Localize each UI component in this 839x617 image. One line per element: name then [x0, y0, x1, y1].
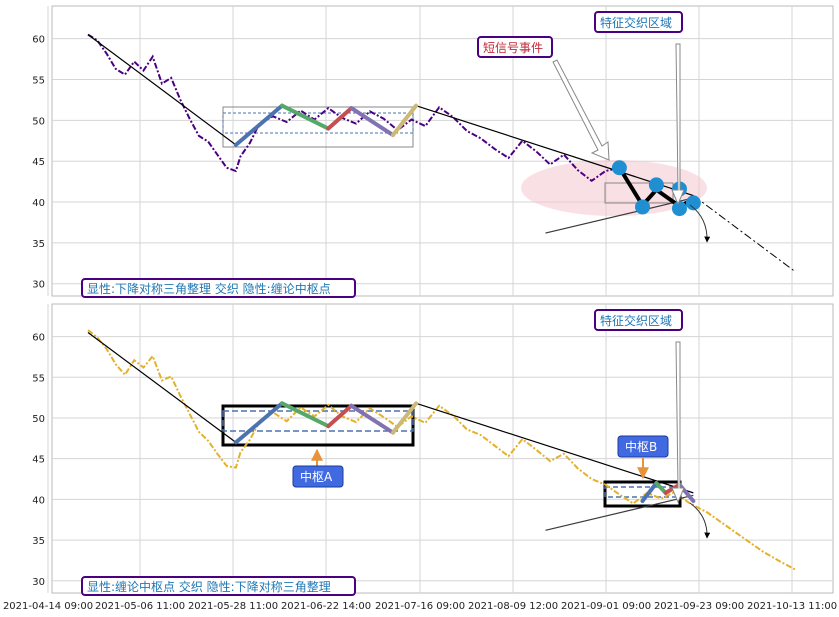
zs-a-inner [222, 410, 414, 432]
y-tick-label-1-4: 50 [32, 414, 45, 425]
bottom-left-note-text: 显性:缠论中枢点 交织 隐性:下降对称三角整理 [87, 579, 331, 594]
y-tick-label-0-1: 35 [32, 239, 45, 250]
zs-b-note: 中枢B [617, 435, 669, 458]
zs-a-note: 中枢A [292, 465, 344, 488]
y-tick-label-1-2: 40 [32, 495, 45, 506]
zs-b-label: 中枢B [625, 439, 657, 454]
signal-marker-2 [648, 177, 664, 193]
y-tick-label-1-3: 45 [32, 455, 45, 466]
top-feature-text: 特征交织区域 [600, 15, 672, 30]
series-line-0-1 [87, 34, 237, 146]
top-annotations [222, 106, 707, 216]
series-line-0-3 [693, 195, 796, 272]
zigzag-segment-1-5-1 [654, 481, 668, 495]
bottom-feature-box [594, 309, 683, 331]
zs-a-label-box [292, 465, 344, 488]
top-left-note-box [81, 278, 356, 298]
bottom-left-note: 显性:缠论中枢点 交织 隐性:下降对称三角整理 [81, 576, 356, 596]
y-tick-label-1-5: 55 [32, 373, 45, 384]
signal-marker-4 [671, 201, 687, 217]
y-tick-label-0-6: 60 [32, 35, 45, 46]
series-line-0-2 [415, 105, 694, 197]
x-axis-ticks: 2021-04-14 09:00 2021-05-06 11:00 2021-05-… [3, 601, 837, 612]
y-tick-label-0-4: 50 [32, 116, 45, 127]
zigzag-segment-0-5-4 [390, 103, 419, 138]
x-tick-label-5: 2021-08-09 12:00 [468, 601, 558, 612]
zigzag-segment-1-4-1 [280, 401, 331, 429]
zigzag-segment-0-5-3 [349, 106, 395, 138]
zs-a-label: 中枢A [300, 469, 333, 484]
x-tick-label-6: 2021-09-01 09:00 [561, 601, 651, 612]
bottom-feature-note: 特征交织区域 [594, 309, 683, 331]
x-tick-label-3: 2021-06-22 14:00 [281, 601, 371, 612]
series-line-1-0 [87, 329, 796, 571]
curve-arrow-top [689, 204, 711, 243]
y-tick-label-1-6: 60 [32, 333, 45, 344]
zigzag-segment-1-4-4 [390, 401, 419, 435]
series-line-1-3 [545, 494, 694, 531]
short-signal-arrow [552, 59, 610, 161]
zigzag-segment-1-5-3 [677, 482, 696, 504]
zigzag-segment-0-5-1 [280, 103, 331, 131]
zigzag-segment-1-5-0 [640, 481, 659, 504]
feature-zone-arrow-bottom [671, 341, 685, 504]
top-zs-box-inner [222, 112, 414, 134]
bottom-left-note-box [81, 576, 356, 596]
signal-marker-1 [635, 199, 651, 215]
y-tick-label-1-1: 35 [32, 536, 45, 547]
zigzag-segment-0-5-2 [326, 106, 354, 131]
zigzag-segment-0-5-0 [233, 103, 285, 147]
x-tick-label-2: 2021-05-28 11:00 [188, 601, 278, 612]
series-line-0-4 [545, 197, 694, 234]
signal-marker-5 [685, 195, 701, 211]
bottom-panel-frame [51, 303, 834, 594]
top-feature-box [594, 11, 683, 33]
series-line-1-1 [87, 332, 237, 443]
feature-zone-arrow-top [671, 43, 685, 206]
short-signal-note: 短信号事件 [477, 36, 553, 58]
x-tick-label-7: 2021-09-23 09:00 [654, 601, 744, 612]
signal-marker-0 [611, 160, 627, 176]
short-signal-text: 短信号事件 [483, 41, 543, 55]
bottom-feature-text: 特征交织区域 [600, 313, 672, 328]
x-tick-label-0: 2021-04-14 09:00 [3, 601, 93, 612]
zs-b-label-box [617, 435, 669, 458]
bottom-grid: 30 35 40 45 50 55 60 [32, 304, 833, 593]
y-tick-label-1-0: 30 [32, 577, 45, 588]
top-left-note: 显性:下降对称三角整理 交织 隐性:缠论中枢点 [81, 278, 356, 298]
y-tick-label-0-0: 30 [32, 280, 45, 291]
zigzag-segment-1-4-2 [326, 403, 354, 429]
zigzag-segment-1-4-3 [349, 403, 395, 435]
top-feature-note: 特征交织区域 [594, 11, 683, 33]
zigzag-segment-1-4-0 [233, 401, 285, 445]
x-tick-label-8: 2021-10-13 11:00 [747, 601, 837, 612]
x-tick-label-4: 2021-07-16 09:00 [375, 601, 465, 612]
y-tick-label-0-5: 55 [32, 76, 45, 87]
top-series [87, 33, 796, 272]
feature-zone-ellipse [521, 160, 707, 216]
short-signal-box [477, 36, 553, 58]
x-tick-label-1: 2021-05-06 11:00 [95, 601, 185, 612]
curve-arrow-bottom [689, 502, 711, 539]
y-tick-label-0-3: 45 [32, 157, 45, 168]
y-tick-label-0-2: 40 [32, 198, 45, 209]
top-left-note-text: 显性:下降对称三角整理 交织 隐性:缠论中枢点 [87, 281, 331, 296]
arrows [311, 43, 711, 539]
top-panel-frame [51, 5, 834, 297]
